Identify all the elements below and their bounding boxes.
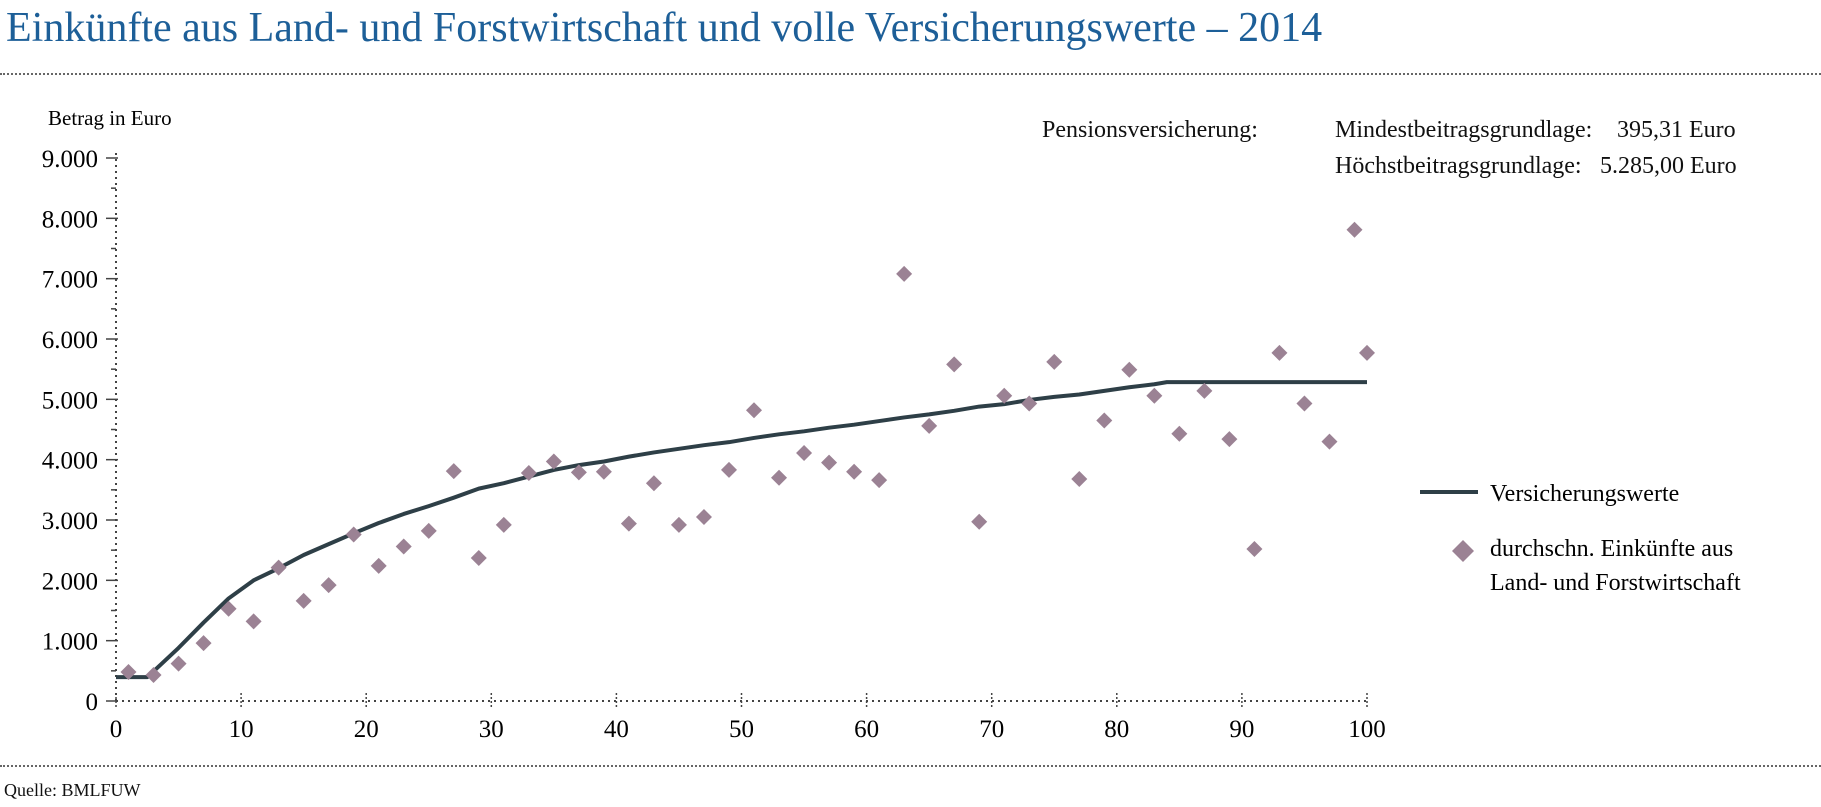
scatter-point (1196, 382, 1213, 399)
y-tick-label: 6.000 (42, 327, 98, 354)
scatter-point (620, 515, 637, 532)
scatter-point (470, 550, 487, 567)
scatter-point (921, 417, 938, 434)
y-axis-label: Betrag in Euro (48, 106, 172, 130)
scatter-point (821, 454, 838, 471)
x-tick-label: 30 (479, 716, 504, 743)
scatter-point (1046, 353, 1063, 370)
x-tick-label: 90 (1229, 716, 1254, 743)
scatter-point (520, 464, 537, 481)
y-tick-label: 0 (86, 689, 99, 716)
scatter-point (145, 667, 162, 684)
scatter-point (746, 402, 763, 419)
scatter-point (395, 538, 412, 555)
scatter-point (170, 655, 187, 672)
x-tick-label: 40 (604, 716, 629, 743)
x-tick-label: 0 (110, 716, 123, 743)
scatter-point (595, 463, 612, 480)
max-basis-label: Höchstbeitragsgrundlage: (1335, 153, 1582, 179)
scatter-point (1096, 412, 1113, 429)
chart-title: Einkünfte aus Land- und Forstwirtschaft … (6, 5, 1323, 51)
scatter-point (1146, 387, 1163, 404)
scatter-point (1321, 433, 1338, 450)
scatter-point (1271, 344, 1288, 361)
scatter-point (1071, 470, 1088, 487)
scatter-point (871, 472, 888, 489)
scatter-point (445, 463, 462, 480)
y-tick-label: 3.000 (42, 508, 98, 535)
scatter-point (545, 453, 562, 470)
x-tick-label: 100 (1348, 716, 1386, 743)
scatter-point (695, 508, 712, 525)
x-tick-label: 10 (229, 716, 254, 743)
scatter-point (245, 613, 262, 630)
scatter-point (120, 664, 137, 681)
max-basis-value: 5.285,00 Euro (1600, 153, 1737, 179)
scatter-point (1121, 361, 1138, 378)
scatter-point (720, 461, 737, 478)
scatter-point (270, 559, 287, 576)
y-tick-label: 9.000 (42, 146, 98, 173)
source-note: Quelle: BMLFUW (4, 780, 141, 800)
y-tick-label: 5.000 (42, 387, 98, 414)
min-basis-value: 395,31 Euro (1617, 117, 1736, 143)
scatter-point (796, 445, 813, 462)
scatter-point (946, 356, 963, 373)
y-tick-label: 1.000 (42, 629, 98, 656)
scatter-point (1359, 344, 1375, 361)
scatter-point (896, 265, 913, 282)
scatter-point (295, 592, 312, 609)
scatter-point (220, 600, 237, 617)
scatter-point (771, 469, 788, 486)
pension-label: Pensionsversicherung: (1042, 117, 1258, 143)
scatter-point (1346, 221, 1363, 238)
y-tick-label: 4.000 (42, 448, 98, 475)
scatter-point (1021, 395, 1038, 412)
legend-diamond-marker (1452, 540, 1474, 562)
bottom-divider (0, 765, 1821, 767)
y-tick-label: 8.000 (42, 206, 98, 233)
y-tick-label: 7.000 (42, 267, 98, 294)
scatter-point (370, 557, 387, 574)
scatter-point (195, 635, 212, 652)
x-tick-label: 80 (1104, 716, 1129, 743)
scatter-point (495, 516, 512, 533)
scatter-point (345, 526, 362, 543)
scatter-point (645, 475, 662, 492)
scatter-point (846, 463, 863, 480)
legend-label-einkuenfte-2: Land- und Forstwirtschaft (1490, 570, 1741, 596)
scatter-point (1171, 425, 1188, 442)
top-divider (0, 73, 1821, 75)
x-tick-label: 60 (854, 716, 879, 743)
scatter-point (1221, 431, 1238, 448)
scatter-point (1246, 540, 1263, 557)
x-tick-label: 70 (979, 716, 1004, 743)
scatter-point (971, 513, 988, 530)
scatter-point (570, 464, 587, 481)
x-tick-label: 20 (354, 716, 379, 743)
min-basis-label: Mindestbeitragsgrundlage: (1335, 117, 1593, 143)
scatter-point (320, 577, 337, 594)
scatter-point (420, 522, 437, 539)
y-tick-label: 2.000 (42, 568, 98, 595)
scatter-point (1296, 395, 1313, 412)
legend-label-versicherungswerte: Versicherungswerte (1490, 481, 1679, 507)
legend-label-einkuenfte-1: durchschn. Einkünfte aus (1490, 536, 1733, 562)
scatter-point (670, 516, 687, 533)
scatter-point (996, 387, 1013, 404)
x-tick-label: 50 (729, 716, 754, 743)
